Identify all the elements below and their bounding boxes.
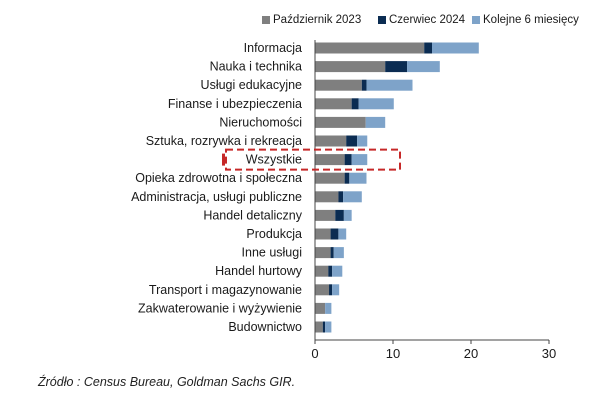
bar-wszystkie-kolejne-6-miesiecy (351, 154, 368, 166)
bar-inne-uslugi-pazdziernik-2023 (315, 247, 331, 259)
category-label-handel-hurtowy: Handel hurtowy (215, 264, 303, 278)
bar-budownictwo-czerwiec-2024 (322, 321, 326, 333)
category-label-finanse-i-ubezpieczenia: Finanse i ubezpieczenia (168, 97, 302, 111)
bar-uslugi-edukacyjne-kolejne-6-miesiecy (366, 79, 413, 91)
bar-finanse-i-ubezpieczenia-kolejne-6-miesiecy (358, 98, 394, 110)
bar-transport-i-magazynowanie-czerwiec-2024 (329, 284, 333, 296)
x-tick-label-10: 10 (386, 346, 400, 361)
category-label-handel-detaliczny: Handel detaliczny (203, 208, 302, 222)
legend-item-pazdziernik-2023: Październik 2023 (262, 14, 361, 26)
x-tick-label-0: 0 (311, 346, 318, 361)
category-label-nieruchomosci: Nieruchomości (219, 115, 302, 129)
category-label-wszystkie: Wszystkie (246, 153, 302, 167)
legend-swatch (472, 16, 480, 24)
bar-administracja-uslugi-publiczne-kolejne-6-miesiecy (343, 191, 362, 203)
bar-informacja-pazdziernik-2023 (315, 42, 425, 54)
bar-produkcja-kolejne-6-miesiecy (338, 228, 347, 240)
bar-handel-detaliczny-pazdziernik-2023 (315, 209, 336, 221)
category-label-inne-uslugi: Inne usługi (242, 246, 302, 260)
category-label-informacja: Informacja (244, 41, 302, 55)
bar-handel-detaliczny-kolejne-6-miesiecy (343, 209, 352, 221)
bar-nieruchomosci-kolejne-6-miesiecy (365, 116, 386, 128)
legend-item-czerwiec-2024: Czerwiec 2024 (378, 14, 465, 26)
bar-wszystkie-pazdziernik-2023 (315, 154, 345, 166)
bar-wszystkie-czerwiec-2024 (344, 154, 352, 166)
bar-uslugi-edukacyjne-czerwiec-2024 (361, 79, 367, 91)
bar-chart: Informacja Nauka i technika Usługi edukacy… (131, 40, 556, 361)
bars-group (315, 42, 479, 333)
highlight-box (225, 148, 401, 171)
bar-informacja-czerwiec-2024 (424, 42, 432, 54)
bar-nauka-i-technika-kolejne-6-miesiecy (407, 61, 440, 73)
bar-sztuka-rozrywka-i-rekreacja-kolejne-6-miesiecy (357, 135, 368, 147)
category-label-sztuka-rozrywka-i-rekreacja: Sztuka, rozrywka i rekreacja (146, 134, 302, 148)
bar-inne-uslugi-kolejne-6-miesiecy (333, 247, 344, 259)
legend-item-kolejne-6-miesiecy: Kolejne 6 miesięcy (472, 14, 579, 26)
bar-handel-hurtowy-pazdziernik-2023 (315, 265, 329, 277)
highlight-marker (222, 153, 225, 166)
bar-finanse-i-ubezpieczenia-czerwiec-2024 (351, 98, 359, 110)
bar-handel-hurtowy-kolejne-6-miesiecy (332, 265, 343, 277)
bar-handel-hurtowy-czerwiec-2024 (328, 265, 333, 277)
highlight-group (222, 148, 401, 171)
bar-zakwaterowanie-i-wyzywienie-kolejne-6-miesiecy (325, 302, 332, 314)
legend-label: Październik 2023 (273, 14, 362, 26)
legend-label: Czerwiec 2024 (389, 14, 466, 26)
category-label-zakwaterowanie-i-wyzywienie: Zakwaterowanie i wyżywienie (138, 301, 302, 315)
category-label-budownictwo: Budownictwo (228, 320, 302, 334)
x-tick-label-20: 20 (464, 346, 478, 361)
bar-opieka-zdrowotna-i-spoleczna-czerwiec-2024 (344, 172, 350, 184)
bar-budownictwo-pazdziernik-2023 (315, 321, 323, 333)
x-axis: 0 10 20 30 (311, 40, 556, 361)
category-label-uslugi-edukacyjne: Usługi edukacyjne (201, 78, 302, 92)
legend-swatch (262, 16, 270, 24)
x-tick-label-30: 30 (542, 346, 556, 361)
bar-handel-detaliczny-czerwiec-2024 (335, 209, 344, 221)
source-note: Źródło : Census Bureau, Goldman Sachs GI… (38, 375, 296, 389)
category-label-transport-i-magazynowanie: Transport i magazynowanie (149, 283, 302, 297)
bar-nauka-i-technika-pazdziernik-2023 (315, 61, 386, 73)
bar-nauka-i-technika-czerwiec-2024 (385, 61, 408, 73)
bar-sztuka-rozrywka-i-rekreacja-pazdziernik-2023 (315, 135, 347, 147)
bar-sztuka-rozrywka-i-rekreacja-czerwiec-2024 (346, 135, 358, 147)
category-label-produkcja: Produkcja (246, 227, 302, 241)
category-label-nauka-i-technika: Nauka i technika (210, 60, 302, 74)
bar-transport-i-magazynowanie-kolejne-6-miesiecy (332, 284, 340, 296)
bar-budownictwo-kolejne-6-miesiecy (325, 321, 332, 333)
bar-informacja-kolejne-6-miesiecy (432, 42, 479, 54)
bar-zakwaterowanie-i-wyzywienie-pazdziernik-2023 (315, 302, 326, 314)
bar-administracja-uslugi-publiczne-czerwiec-2024 (338, 191, 344, 203)
bar-opieka-zdrowotna-i-spoleczna-pazdziernik-2023 (315, 172, 345, 184)
bar-uslugi-edukacyjne-pazdziernik-2023 (315, 79, 362, 91)
legend-label: Kolejne 6 miesięcy (483, 14, 579, 26)
category-labels: Informacja Nauka i technika Usługi edukacy… (131, 41, 303, 334)
bar-administracja-uslugi-publiczne-pazdziernik-2023 (315, 191, 339, 203)
bar-finanse-i-ubezpieczenia-pazdziernik-2023 (315, 98, 352, 110)
bar-opieka-zdrowotna-i-spoleczna-kolejne-6-miesiecy (349, 172, 367, 184)
bar-produkcja-czerwiec-2024 (330, 228, 339, 240)
bar-transport-i-magazynowanie-pazdziernik-2023 (315, 284, 330, 296)
bar-produkcja-pazdziernik-2023 (315, 228, 331, 240)
bar-inne-uslugi-czerwiec-2024 (330, 247, 334, 259)
legend-swatch (378, 16, 386, 24)
category-label-administracja-uslugi-publiczne: Administracja, usługi publiczne (131, 190, 302, 204)
category-label-opieka-zdrowotna-i-spoleczna: Opieka zdrowotna i społeczna (135, 171, 302, 185)
legend: Październik 2023 Czerwiec 2024 Kolejne 6 m… (0, 14, 600, 34)
bar-nieruchomosci-pazdziernik-2023 (315, 116, 366, 128)
